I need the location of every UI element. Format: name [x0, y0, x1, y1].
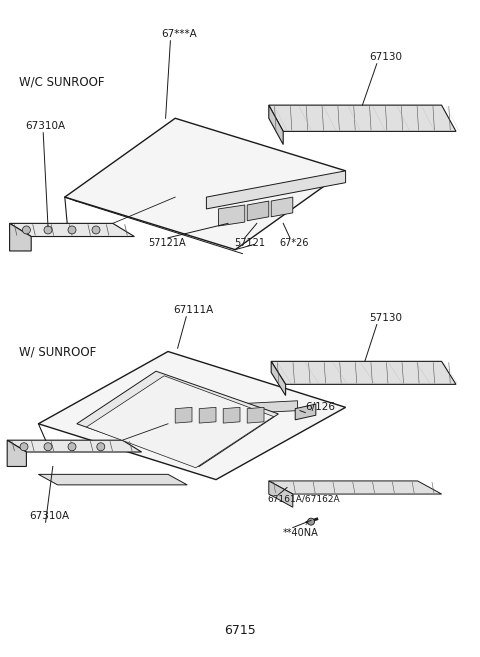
Polygon shape [218, 205, 245, 226]
Text: W/ SUNROOF: W/ SUNROOF [19, 345, 96, 358]
Polygon shape [223, 407, 240, 423]
Polygon shape [271, 361, 286, 396]
Circle shape [308, 518, 314, 525]
Polygon shape [199, 407, 216, 423]
Polygon shape [65, 118, 346, 250]
Polygon shape [168, 401, 298, 417]
Polygon shape [175, 407, 192, 423]
Polygon shape [86, 376, 274, 468]
Circle shape [44, 443, 52, 451]
Polygon shape [77, 371, 278, 466]
Text: 67310A: 67310A [25, 122, 65, 131]
Circle shape [68, 226, 76, 234]
Circle shape [97, 443, 105, 451]
Polygon shape [269, 105, 283, 145]
Text: 67130: 67130 [370, 53, 403, 62]
Text: 6715: 6715 [224, 624, 256, 637]
Text: 67111A: 67111A [173, 306, 213, 315]
Polygon shape [247, 201, 269, 221]
Polygon shape [271, 197, 293, 217]
Polygon shape [38, 474, 187, 485]
Polygon shape [38, 351, 346, 480]
Polygon shape [10, 223, 134, 237]
Polygon shape [271, 361, 456, 384]
Polygon shape [269, 481, 293, 507]
Text: **40NA: **40NA [283, 528, 319, 537]
Circle shape [23, 226, 30, 234]
Polygon shape [7, 440, 142, 452]
Circle shape [44, 226, 52, 234]
Text: 57121A: 57121A [148, 238, 185, 248]
Text: 57121: 57121 [234, 238, 265, 248]
Polygon shape [295, 404, 316, 420]
Circle shape [68, 443, 76, 451]
Polygon shape [247, 407, 264, 423]
Text: 67*26: 67*26 [279, 238, 309, 248]
Text: W/C SUNROOF: W/C SUNROOF [19, 76, 105, 89]
Text: 67310A: 67310A [29, 511, 69, 521]
Polygon shape [269, 481, 442, 494]
Text: 57130: 57130 [370, 313, 403, 323]
Polygon shape [10, 223, 31, 251]
Polygon shape [206, 171, 346, 209]
Text: 67161A/67162A: 67161A/67162A [268, 495, 340, 504]
Text: 6/126: 6/126 [305, 402, 335, 412]
Circle shape [20, 443, 28, 451]
Polygon shape [7, 440, 26, 466]
Circle shape [92, 226, 100, 234]
Text: 67***A: 67***A [161, 30, 196, 39]
Polygon shape [269, 105, 456, 131]
